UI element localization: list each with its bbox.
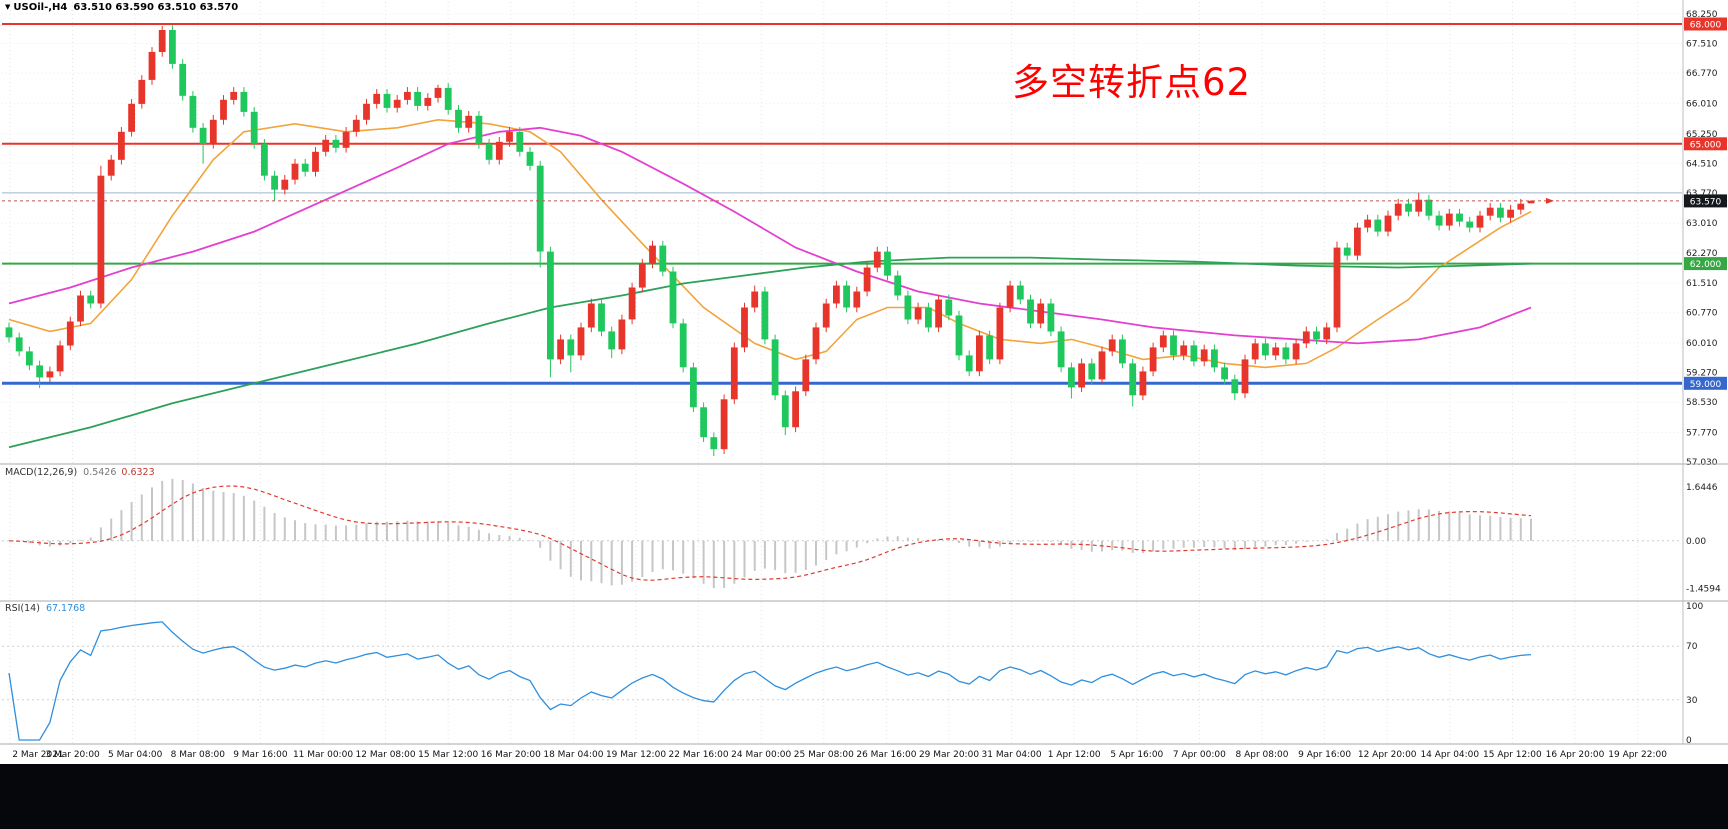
panel-separators	[0, 0, 1728, 745]
chart-title: ▼ USOil-,H4 63.510 63.590 63.510 63.570	[5, 2, 238, 13]
time-tick-label: 16 Mar 20:00	[481, 750, 541, 760]
bottom-dark-strip	[0, 764, 1728, 829]
rsi-label: RSI(14) 67.1768	[5, 603, 85, 614]
price-axis: 68.250 67.510 66.770 66.010 65.250 64.510 63.7…	[1686, 10, 1718, 468]
time-tick-label: 15 Mar 12:00	[418, 750, 478, 760]
symbol-dropdown-icon[interactable]: ▼	[5, 3, 11, 11]
rsi-axis-label: 100	[1686, 602, 1703, 612]
price-badge: 59.000	[1690, 380, 1722, 390]
time-tick-label: 19 Apr 22:00	[1608, 750, 1667, 760]
time-tick-label: 8 Apr 08:00	[1236, 750, 1289, 760]
time-tick-label: 12 Apr 20:00	[1358, 750, 1417, 760]
time-tick-label: 24 Mar 00:00	[731, 750, 791, 760]
price-axis-badges: 68.000 65.000 62.000 59.000 63.570	[1684, 17, 1727, 390]
rsi-name: RSI(14)	[5, 603, 40, 614]
time-tick-label: 19 Mar 12:00	[606, 750, 666, 760]
rsi-axis-label: 30	[1686, 696, 1698, 706]
price-tick-label: 66.770	[1686, 69, 1718, 79]
price-tick-label: 57.770	[1686, 429, 1718, 439]
rsi-axis-label: 70	[1686, 642, 1698, 652]
rsi-panel: 100 70 30 0	[2, 602, 1703, 746]
price-tick-label: 57.030	[1686, 458, 1718, 468]
macd-label: MACD(12,26,9) 0.5426 0.6323	[5, 467, 155, 478]
time-tick-label: 9 Mar 16:00	[233, 750, 288, 760]
time-tick-label: 16 Apr 20:00	[1546, 750, 1605, 760]
price-badge: 62.000	[1690, 260, 1722, 270]
macd-signal-line	[8, 485, 1532, 581]
macd-axis-label: -1.4594	[1686, 585, 1721, 595]
time-tick-label: 25 Mar 08:00	[794, 750, 854, 760]
macd-panel: 1.6446 0.00 -1.4594	[2, 478, 1721, 595]
price-badge: 65.000	[1690, 140, 1722, 150]
price-tick-label: 58.530	[1686, 398, 1718, 408]
macd-value-main: 0.5426	[83, 467, 117, 478]
price-tick-label: 67.510	[1686, 40, 1718, 50]
price-tick-label: 61.510	[1686, 279, 1718, 289]
time-tick-label: 31 Mar 04:00	[982, 750, 1042, 760]
ma-fast-orange	[8, 118, 1532, 369]
time-tick-label: 5 Apr 16:00	[1110, 750, 1163, 760]
current-price-line	[2, 197, 1682, 204]
symbol-name: USOil-,H4	[13, 2, 68, 13]
time-tick-label: 14 Apr 04:00	[1420, 750, 1479, 760]
macd-axis-label: 1.6446	[1686, 483, 1718, 493]
ma-mid-magenta	[8, 126, 1532, 345]
rsi-value: 67.1768	[45, 603, 86, 614]
price-badge: 63.570	[1690, 197, 1722, 207]
time-tick-label: 7 Apr 00:00	[1173, 750, 1226, 760]
price-gridlines	[2, 13, 1682, 463]
candlestick-series	[5, 25, 1535, 456]
price-tick-label: 62.270	[1686, 249, 1718, 259]
time-tick-label: 2 Mar 2021	[12, 750, 63, 760]
chart-canvas[interactable]: 68.250 67.510 66.770 66.010 65.250 64.510 63.7…	[0, 0, 1728, 764]
rsi-axis-label: 0	[1686, 736, 1692, 746]
price-tick-label: 66.010	[1686, 99, 1718, 109]
price-tick-label: 68.250	[1686, 10, 1718, 20]
macd-name: MACD(12,26,9)	[5, 467, 78, 478]
time-tick-label: 22 Mar 16:00	[669, 750, 729, 760]
price-tick-label: 60.010	[1686, 339, 1718, 349]
ma-slow-green	[8, 256, 1532, 449]
rsi-line	[8, 621, 1532, 741]
time-tick-label: 11 Mar 00:00	[293, 750, 353, 760]
price-tick-label: 63.010	[1686, 219, 1718, 229]
moving-averages	[8, 118, 1532, 449]
time-tick-label: 12 Mar 08:00	[356, 750, 416, 760]
price-tick-label: 64.510	[1686, 159, 1718, 169]
time-tick-label: 3 Mar 20:00	[45, 750, 100, 760]
time-tick-label: 26 Mar 16:00	[856, 750, 916, 760]
price-arrow-icon	[1546, 197, 1554, 204]
macd-value-signal: 0.6323	[121, 467, 155, 478]
price-tick-label: 65.250	[1686, 130, 1718, 140]
price-badge: 68.000	[1690, 21, 1722, 31]
macd-axis-label: 0.00	[1686, 537, 1706, 547]
ohlc-readout: 63.510 63.590 63.510 63.570	[73, 2, 239, 13]
annotation-text: 多空转折点62	[1012, 61, 1252, 104]
price-tick-label: 63.770	[1686, 189, 1718, 199]
time-tick-label: 8 Mar 08:00	[171, 750, 226, 760]
time-tick-label: 15 Apr 12:00	[1483, 750, 1542, 760]
time-tick-label: 18 Mar 04:00	[543, 750, 603, 760]
price-tick-label: 60.770	[1686, 309, 1718, 319]
time-tick-label: 29 Mar 20:00	[919, 750, 979, 760]
time-tick-label: 1 Apr 12:00	[1048, 750, 1101, 760]
time-tick-label: 9 Apr 16:00	[1298, 750, 1351, 760]
price-tick-label: 59.270	[1686, 369, 1718, 379]
time-tick-label: 5 Mar 04:00	[108, 750, 163, 760]
